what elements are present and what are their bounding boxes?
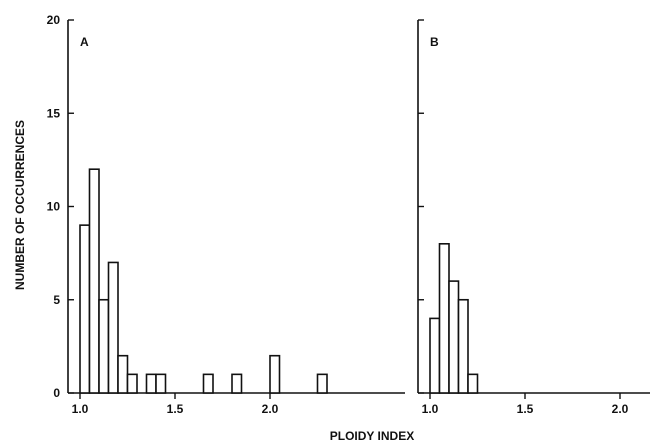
x-tick-label: 1.5	[517, 402, 534, 416]
histogram-bar	[107, 261, 119, 394]
histogram-bar	[126, 373, 138, 394]
panel-label: A	[80, 35, 89, 49]
histogram-bar	[316, 373, 328, 394]
y-tick-label: 20	[47, 13, 61, 27]
panel-a-chart: 0 5 10 15 20 1.0 1.5 2.0 A	[47, 13, 405, 416]
y-tick-label: 5	[53, 293, 60, 307]
histogram-bar	[467, 373, 479, 394]
histogram-bar	[448, 280, 460, 394]
histogram-bar	[269, 354, 281, 394]
panel-b-chart: 1.0 1.5 2.0 B	[417, 19, 650, 416]
histogram-bar	[231, 373, 243, 394]
histogram-bar	[457, 298, 469, 394]
histogram-bar	[429, 317, 441, 394]
histogram-bar	[117, 354, 129, 394]
x-tick-label: 1.5	[167, 402, 184, 416]
histogram-bar	[155, 373, 167, 394]
x-tick-label: 1.0	[422, 402, 439, 416]
histogram-bar	[79, 224, 91, 394]
histogram-bar	[438, 243, 450, 394]
histogram-bar	[145, 373, 157, 394]
y-tick-label: 0	[53, 386, 60, 400]
x-tick-label: 2.0	[262, 402, 279, 416]
panel-label: B	[430, 35, 439, 49]
y-tick-label: 15	[47, 106, 61, 120]
x-axis-title: PLOIDY INDEX	[330, 429, 414, 443]
y-axis-title: NUMBER OF OCCURRENCES	[13, 120, 27, 290]
histogram-bar	[98, 298, 110, 394]
histogram-bar	[202, 373, 214, 394]
y-tick-label: 10	[47, 200, 61, 214]
histogram-bar	[88, 168, 100, 394]
x-tick-label: 1.0	[72, 402, 89, 416]
x-tick-label: 2.0	[612, 402, 629, 416]
